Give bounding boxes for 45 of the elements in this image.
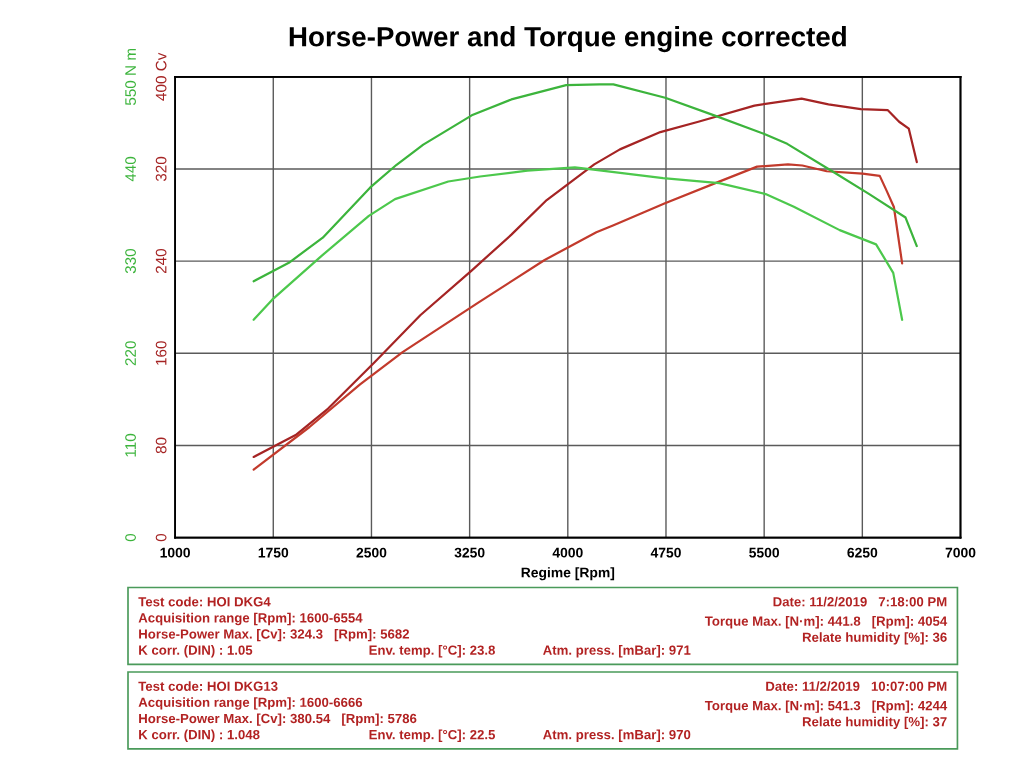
line-series xyxy=(252,97,918,459)
y2-tick-label: 110 xyxy=(125,433,136,457)
line-series xyxy=(252,166,904,321)
x-tick-label: 5500 xyxy=(749,547,780,558)
text: Horse-Power Max. [Cv]: 380.54 [Rpm]: 5786 xyxy=(139,713,417,726)
line-series xyxy=(252,163,904,471)
y2-tick-label: 220 xyxy=(125,341,136,366)
text: Env. temp. [°C]: 23.8 xyxy=(369,645,495,658)
text: K corr. (DIN) : 1.05 xyxy=(139,645,253,658)
y-tick-label: 0 xyxy=(155,533,167,542)
text: Date: 11/2/2019 7:18:00 PM xyxy=(773,596,947,607)
chart-title: Horse-Power and Torque engine corrected xyxy=(289,26,846,53)
x-tick-label: 4000 xyxy=(552,547,583,558)
text: Test code: HOI DKG4 xyxy=(138,596,271,607)
y2-tick-label: 550 N m xyxy=(125,48,136,106)
text: Atm. press. [mBar]: 970 xyxy=(543,729,691,742)
text: Relate humidity [%]: 36 xyxy=(802,632,947,645)
text: Date: 11/2/2019 10:07:00 PM xyxy=(766,681,947,692)
y-tick-label: 400 Cv xyxy=(155,52,167,101)
text: Env. temp. [°C]: 22.5 xyxy=(369,729,496,742)
x-tick-label: 2500 xyxy=(356,547,387,558)
y2-tick-label: 440 xyxy=(125,156,136,182)
x-tick-label: 3250 xyxy=(454,547,485,558)
x-tick-label: 1750 xyxy=(258,547,289,558)
x-tick-label: 1000 xyxy=(160,547,190,558)
line-series xyxy=(252,83,918,283)
text: Test code: HOI DKG13 xyxy=(138,681,278,691)
x-tick-label: 7000 xyxy=(945,547,976,558)
text: Acquisition range [Rpm]: 1600-6666 xyxy=(138,697,363,710)
y2-tick-label: 330 xyxy=(125,248,136,274)
x-axis-title: Regime [Rpm] xyxy=(521,567,615,581)
text: Acquisition range [Rpm]: 1600-6554 xyxy=(138,612,363,626)
text: Atm. press. [mBar]: 971 xyxy=(543,645,691,658)
text: Horse-Power Max. [Cv]: 324.3 [Rpm]: 5682 xyxy=(139,628,410,642)
text: Torque Max. [N·m]: 441.8 [Rpm]: 4054 xyxy=(704,616,948,629)
y-tick-label: 320 xyxy=(155,156,167,182)
text: K corr. (DIN) : 1.048 xyxy=(139,729,260,742)
x-tick-label: 6250 xyxy=(847,547,878,558)
y-tick-label: 160 xyxy=(155,341,167,365)
y2-tick-label: 0 xyxy=(125,533,136,542)
text: Relate humidity [%]: 37 xyxy=(802,716,947,729)
x-tick-label: 4750 xyxy=(650,547,681,558)
y-tick-label: 240 xyxy=(155,248,167,274)
y-tick-label: 80 xyxy=(155,437,167,454)
text: Torque Max. [N·m]: 541.3 [Rpm]: 4244 xyxy=(704,700,948,713)
